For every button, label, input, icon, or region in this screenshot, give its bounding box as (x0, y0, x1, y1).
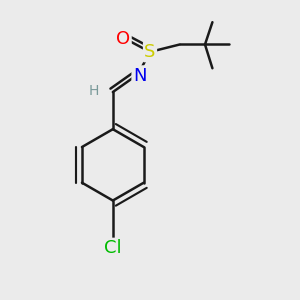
Text: S: S (144, 43, 156, 61)
Text: O: O (116, 29, 130, 47)
Text: Cl: Cl (104, 239, 122, 257)
Text: H: H (88, 84, 99, 98)
Text: N: N (133, 67, 146, 85)
